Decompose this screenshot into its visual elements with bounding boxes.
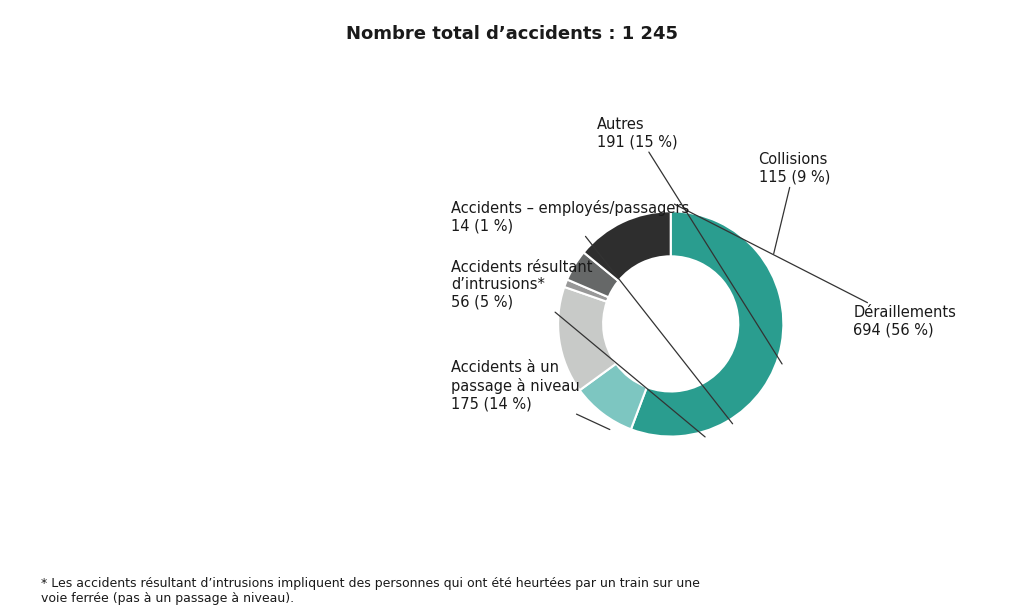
- Wedge shape: [584, 211, 671, 281]
- Text: Autres
191 (15 %): Autres 191 (15 %): [597, 117, 782, 364]
- Wedge shape: [564, 279, 608, 301]
- Text: Nombre total d’accidents : 1 245: Nombre total d’accidents : 1 245: [346, 25, 678, 42]
- Text: Accidents résultant
d’intrusions*
56 (5 %): Accidents résultant d’intrusions* 56 (5 …: [451, 260, 706, 437]
- Text: Collisions
115 (9 %): Collisions 115 (9 %): [759, 152, 830, 254]
- Wedge shape: [558, 287, 616, 391]
- Wedge shape: [631, 211, 783, 437]
- Text: Déraillements
694 (56 %): Déraillements 694 (56 %): [675, 204, 956, 338]
- Text: Accidents – employés/passagers
14 (1 %): Accidents – employés/passagers 14 (1 %): [451, 200, 732, 424]
- Text: Accidents à un
passage à niveau
175 (14 %): Accidents à un passage à niveau 175 (14 …: [451, 360, 610, 430]
- Wedge shape: [567, 252, 618, 297]
- Text: * Les accidents résultant d’intrusions impliquent des personnes qui ont été heur: * Les accidents résultant d’intrusions i…: [41, 577, 699, 605]
- Wedge shape: [580, 363, 647, 429]
